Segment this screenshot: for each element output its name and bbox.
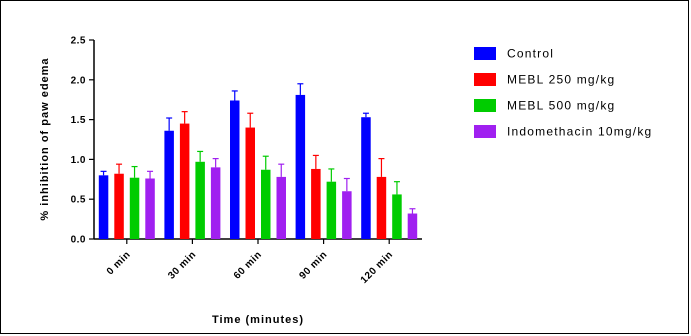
bar	[145, 178, 155, 239]
legend-swatch	[474, 99, 496, 112]
x-tick-label: 30 min	[166, 249, 198, 281]
y-tick-label: 1.5	[71, 115, 86, 126]
legend: Control MEBL 250 mg/kg MEBL 500 mg/kg Indom…	[474, 47, 652, 139]
axes	[93, 40, 422, 240]
y-tick-label: 1.0	[71, 155, 86, 166]
bar	[210, 167, 221, 239]
bar	[392, 194, 402, 239]
bar	[295, 94, 306, 239]
y-tick-label: 2.0	[71, 75, 86, 86]
x-ticks: 0 min 30 min 60 min 90 min 120 min	[105, 239, 395, 286]
x-tick-label: 90 min	[297, 249, 329, 281]
legend-swatch	[474, 47, 496, 60]
x-axis-title: Time (minutes)	[212, 314, 304, 326]
y-ticks: 0.0 0.5 1.0 1.5 2.0 2.5	[71, 36, 94, 246]
x-tick-label: 120 min	[359, 249, 396, 286]
legend-label: Control	[507, 47, 554, 61]
bar	[407, 213, 418, 239]
bar	[261, 169, 271, 239]
bar	[114, 173, 124, 239]
legend-label: Indomethacin 10mg/kg	[507, 125, 652, 139]
legend-swatch	[474, 73, 496, 86]
bar	[98, 175, 109, 239]
y-axis-title: % inhibition of paw edema	[39, 57, 51, 220]
bar	[195, 161, 205, 239]
legend-swatch	[474, 125, 496, 138]
bar	[326, 181, 337, 239]
bar	[376, 176, 387, 239]
bar	[311, 168, 321, 239]
bar	[342, 191, 352, 239]
bar	[129, 177, 140, 239]
legend-label: MEBL 500 mg/kg	[507, 99, 615, 113]
y-tick-label: 0.0	[71, 235, 86, 246]
bar	[276, 176, 286, 239]
x-tick-label: 0 min	[105, 249, 133, 277]
y-tick-label: 2.5	[71, 36, 86, 47]
y-tick-label: 0.5	[71, 195, 86, 206]
bar	[164, 130, 174, 239]
legend-label: MEBL 250 mg/kg	[507, 73, 615, 87]
x-tick-label: 60 min	[232, 249, 264, 281]
bars	[98, 83, 418, 239]
bar	[179, 123, 190, 239]
bar	[230, 100, 240, 239]
bar	[245, 127, 255, 239]
bar	[361, 117, 371, 239]
